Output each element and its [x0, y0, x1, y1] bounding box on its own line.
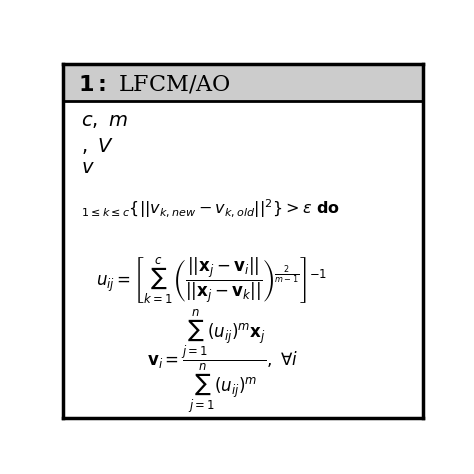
- Text: $\mathbf{1:}$ LFCM/AO: $\mathbf{1:}$ LFCM/AO: [78, 73, 230, 96]
- Text: $c,\ m$: $c,\ m$: [82, 112, 128, 130]
- Bar: [63, 64, 423, 100]
- Text: ${}_{1\leq k\leq c}\{||v_{k,new} - v_{k,old}||^{2}\} > \epsilon\ \mathbf{do}$: ${}_{1\leq k\leq c}\{||v_{k,new} - v_{k,…: [82, 197, 340, 219]
- Text: $v$: $v$: [82, 159, 95, 177]
- Text: $\mathbf{v}_i = \dfrac{\sum_{j=1}^{n}(u_{ij})^m \mathbf{x}_j}{\sum_{j=1}^{n}(u_{: $\mathbf{v}_i = \dfrac{\sum_{j=1}^{n}(u_…: [147, 308, 299, 415]
- Text: $,\ V$: $,\ V$: [82, 137, 114, 156]
- Text: $u_{ij} = \left[\sum_{k=1}^{c} \left(\dfrac{||\mathbf{x}_j - \mathbf{v}_i||}{||\: $u_{ij} = \left[\sum_{k=1}^{c} \left(\df…: [96, 256, 328, 306]
